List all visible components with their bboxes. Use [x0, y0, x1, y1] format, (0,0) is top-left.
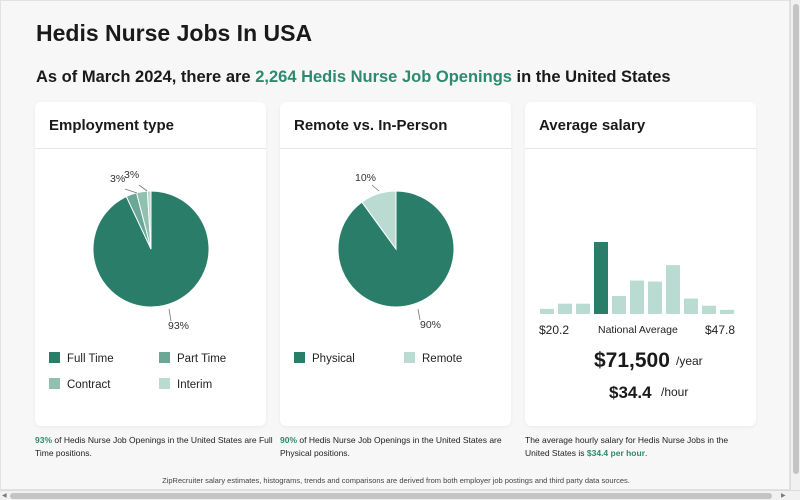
yearly-unit: /year	[676, 354, 703, 368]
histogram-bar	[558, 303, 572, 314]
pie-label-leader	[168, 308, 172, 322]
hourly-unit: /hour	[661, 385, 689, 399]
remote-footnote: 90% of Hedis Nurse Job Openings in the U…	[280, 434, 520, 460]
legend-label: Physical	[312, 353, 355, 365]
salary-min-label: $20.2	[539, 323, 570, 337]
legend-label: Interim	[177, 379, 213, 391]
footnote-text: of Hedis Nurse Job Openings in the Unite…	[280, 435, 502, 458]
footnote-text: .	[645, 448, 648, 458]
legend-label: Remote	[422, 353, 463, 365]
legend-interim: Interim	[159, 378, 212, 391]
pie-slice-label: 3%	[110, 173, 125, 185]
histogram-bar	[540, 308, 554, 314]
legend-label: Part Time	[177, 353, 227, 365]
legend-swatch	[404, 352, 415, 363]
histogram-bar	[630, 280, 644, 314]
histogram-bar	[720, 309, 734, 314]
legend-remote: Remote	[404, 352, 462, 365]
subtitle-suffix: in the United States	[516, 68, 671, 86]
histogram-bar	[594, 242, 608, 314]
histogram-bar	[648, 281, 662, 314]
pie-label-leader	[371, 184, 380, 192]
salary-card: Average salary $20.2 National Average $4…	[525, 102, 756, 426]
remote-card: Remote vs. In-Person 90% 10% Physical Rem…	[280, 102, 511, 426]
remote-pie-chart: 90% 10%	[337, 172, 455, 331]
legend-swatch	[49, 352, 60, 363]
legend-swatch	[294, 352, 305, 363]
horizontal-scrollbar[interactable]: ◀ ▶	[0, 490, 800, 500]
vertical-scrollbar[interactable]	[790, 0, 800, 490]
pie-label-leader	[138, 184, 148, 192]
legend-label: Full Time	[67, 353, 114, 365]
job-openings-count: 2,264 Hedis Nurse Job Openings	[255, 68, 512, 86]
histogram-bar	[666, 265, 680, 314]
pie-slice	[361, 190, 397, 251]
legend-swatch	[159, 352, 170, 363]
yearly-salary: $71,500	[594, 349, 670, 372]
pie-label-leader	[417, 308, 421, 321]
pie-slice-label: 10%	[355, 172, 376, 184]
pie-slice-label: 93%	[168, 320, 189, 332]
employment-type-heading: Employment type	[35, 102, 266, 149]
page-title: Hedis Nurse Jobs In USA	[36, 20, 313, 46]
employment-pie-chart: 93% 3%3%	[92, 169, 210, 332]
histogram-bar	[576, 303, 590, 314]
employment-footnote: 93% of Hedis Nurse Job Openings in the U…	[35, 434, 275, 460]
horizontal-scroll-thumb[interactable]	[10, 493, 772, 499]
legend-physical: Physical	[294, 352, 355, 365]
vertical-scroll-thumb[interactable]	[793, 4, 799, 474]
scroll-left-icon[interactable]: ◀	[2, 493, 7, 499]
legend-contract: Contract	[49, 378, 110, 391]
page-frame: Hedis Nurse Jobs In USA As of March 2024…	[0, 0, 790, 490]
salary-footnote: The average hourly salary for Hedis Nurs…	[525, 434, 745, 460]
footnote-text: of Hedis Nurse Job Openings in the Unite…	[35, 435, 273, 458]
footnote-highlight: 93%	[35, 435, 53, 445]
pie-label-leader	[124, 188, 138, 194]
subtitle-prefix: As of March 2024, there are	[36, 68, 251, 86]
pie-slice-label: 3%	[124, 169, 139, 181]
disclaimer: ZipRecruiter salary estimates, histogram…	[162, 476, 630, 485]
histogram-bar	[702, 305, 716, 314]
legend-label: Contract	[67, 379, 111, 391]
footnote-highlight: 90%	[280, 435, 298, 445]
histogram-bar	[684, 298, 698, 314]
scroll-right-icon[interactable]: ▶	[781, 493, 786, 499]
employment-type-card: Employment type 93% 3% 3% Full Time Part T…	[35, 102, 266, 426]
pie-slice-label: 90%	[420, 319, 441, 331]
legend-full-time: Full Time	[49, 352, 114, 365]
salary-heading: Average salary	[525, 102, 756, 149]
remote-heading: Remote vs. In-Person	[280, 102, 511, 149]
legend-swatch	[159, 378, 170, 389]
national-average-label: National Average	[598, 324, 678, 336]
salary-histogram	[540, 242, 734, 314]
histogram-bar	[612, 296, 626, 314]
legend-part-time: Part Time	[159, 352, 226, 365]
legend-swatch	[49, 378, 60, 389]
footnote-text: The average hourly salary for Hedis Nurs…	[525, 435, 729, 458]
footnote-highlight: $34.4 per hour	[586, 448, 645, 458]
pie-slice	[146, 190, 152, 250]
hourly-salary: $34.4	[609, 383, 652, 402]
page-subtitle: As of March 2024, there are 2,264 Hedis …	[36, 68, 671, 87]
salary-max-label: $47.8	[705, 323, 736, 337]
